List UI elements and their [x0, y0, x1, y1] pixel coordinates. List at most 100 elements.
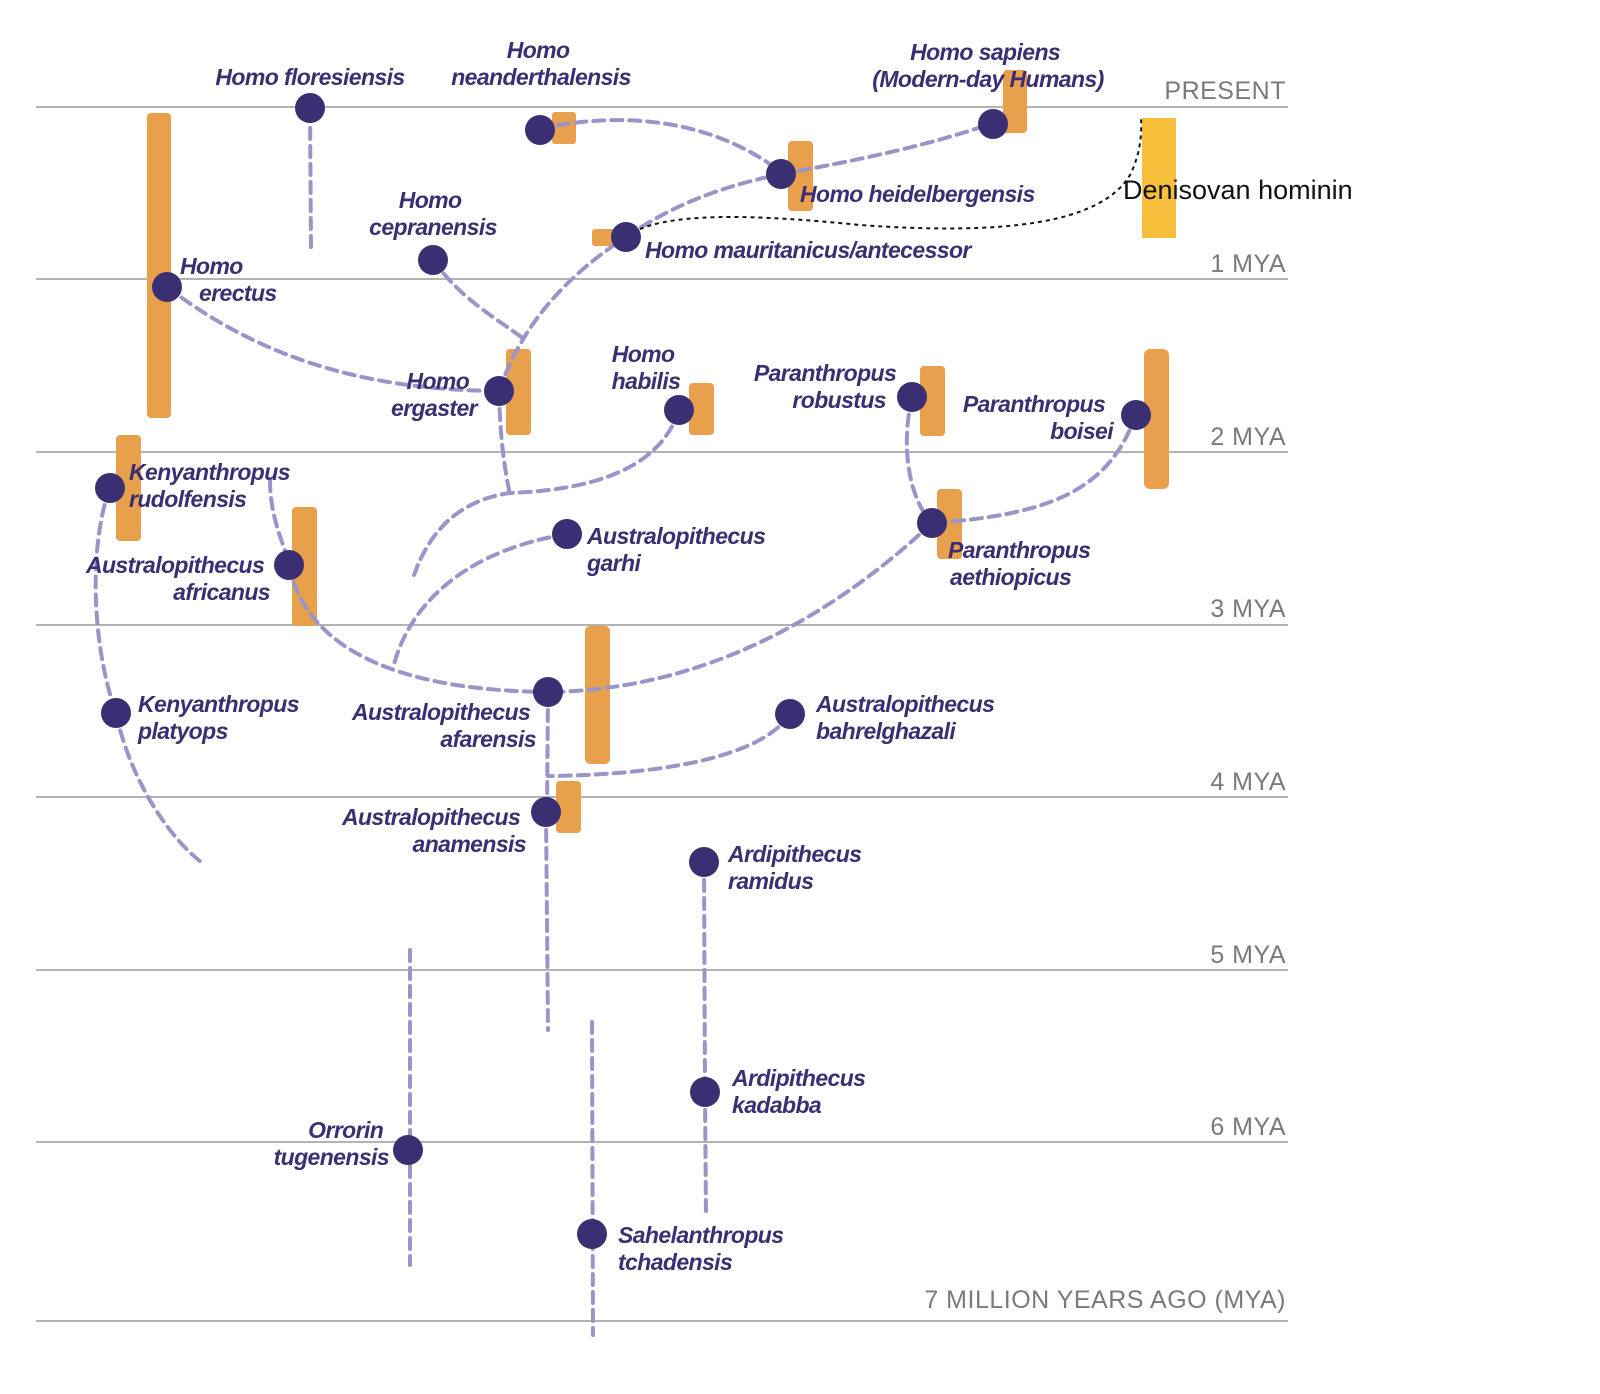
branch-tchadensis-stem: [590, 1020, 595, 1337]
label-afarensis-line-1: Australopithecus: [351, 699, 530, 725]
label-sapiens: Homo sapiens (Modern-day Humans): [872, 39, 1103, 92]
branch-neanderthalensis-heidelbergensis: [538, 118, 783, 174]
label-cepranensis: Homo cepranensis: [369, 187, 497, 240]
node-rudolfensis: [95, 473, 125, 503]
range-bar-heidelbergensis: [788, 141, 813, 211]
range-bar-africanus: [292, 507, 317, 626]
node-tugenensis: [393, 1135, 423, 1165]
branch-kadabba-down: [703, 1090, 708, 1217]
label-platyops: Kenyanthropus platyops: [137, 691, 305, 744]
label-ramidus-line-2: ramidus: [728, 868, 813, 894]
branch-anamensis-down: [544, 810, 550, 1032]
label-boisei-line-1: Paranthropus: [963, 391, 1105, 417]
label-platyops-line-1: Kenyanthropus: [138, 691, 299, 717]
branch-floresiensis-stem: [308, 108, 313, 250]
label-sapiens-line-1: Homo sapiens: [910, 39, 1060, 65]
label-garhi-line-1: Australopithecus: [586, 523, 765, 549]
label-anamensis: Australopithecus anamensis: [341, 804, 526, 857]
node-anamensis: [531, 797, 561, 827]
node-erectus: [152, 272, 182, 302]
denisovan-link-line: [625, 117, 1143, 238]
label-garhi-line-2: garhi: [586, 550, 641, 576]
node-heidelbergensis: [766, 159, 796, 189]
tick-label-4-mya: 4 MYA: [1210, 768, 1286, 796]
label-tchadensis: Sahelanthropus tchadensis: [618, 1222, 789, 1275]
label-erectus: Homo erectus: [180, 253, 277, 306]
species-nodes: [95, 93, 1151, 1249]
branch-heidelbergensis-sapiens: [779, 121, 995, 176]
range-bar-erectus: [147, 113, 171, 418]
label-rudolfensis-line-2: rudolfensis: [129, 486, 246, 512]
node-ergaster: [484, 376, 514, 406]
label-bahrelghazali-line-1: Australopithecus: [815, 691, 994, 717]
label-cepranensis-line-2: cepranensis: [369, 214, 497, 240]
label-anamensis-line-2: anamensis: [413, 831, 527, 857]
node-afarensis: [533, 677, 563, 707]
node-ramidus: [689, 847, 719, 877]
label-tugenensis: Orrorin tugenensis: [274, 1117, 389, 1170]
branch-cepranensis-ergaster: [431, 257, 527, 342]
label-tugenensis-line-2: tugenensis: [274, 1144, 389, 1170]
label-bahrelghazali-line-2: bahrelghazali: [816, 718, 956, 744]
label-kadabba: Ardipithecus kadabba: [731, 1065, 871, 1118]
label-neanderthalensis: Homo neanderthalensis: [451, 37, 631, 90]
label-rudolfensis: Kenyanthropus rudolfensis: [129, 459, 296, 512]
branch-rudolfensis-platyops: [93, 486, 118, 715]
label-floresiensis-line-1: Homo floresiensis: [215, 64, 404, 90]
label-mauritanicus-line-1: Homo mauritanicus/antecessor: [645, 237, 972, 263]
label-africanus-line-2: africanus: [173, 579, 270, 605]
range-bar-ergaster: [506, 349, 531, 435]
node-boisei: [1121, 400, 1151, 430]
label-ramidus: Ardipithecus ramidus: [727, 841, 867, 894]
node-africanus: [274, 550, 304, 580]
label-ergaster: Homo ergaster: [391, 368, 479, 421]
tick-label-6-mya: 6 MYA: [1210, 1113, 1286, 1141]
label-erectus-line-1: Homo: [180, 253, 243, 279]
tick-label-1-mya: 1 MYA: [1210, 250, 1286, 278]
label-robustus: Paranthropus robustus: [754, 360, 902, 413]
label-neanderthalensis-line-1: Homo: [507, 37, 570, 63]
branch-garhi-afarensis: [391, 532, 569, 670]
tick-label-2-mya: 2 MYA: [1210, 423, 1286, 451]
node-neanderthalensis: [525, 115, 555, 145]
branch-africanus-afarensis: [287, 563, 550, 694]
node-bahrelghazali: [775, 699, 805, 729]
label-kadabba-line-1: Ardipithecus: [731, 1065, 865, 1091]
label-sapiens-line-2: (Modern-day Humans): [872, 66, 1103, 92]
label-anamensis-line-1: Australopithecus: [341, 804, 520, 830]
denisovan-annotation: Denisovan hominin: [625, 117, 1353, 238]
label-ramidus-line-1: Ardipithecus: [727, 841, 861, 867]
branch-aethiopicus-afarensis: [546, 521, 934, 694]
branch-ergaster-mauritanicus: [497, 235, 628, 393]
node-kadabba: [690, 1077, 720, 1107]
label-floresiensis: Homo floresiensis: [215, 64, 404, 90]
tick-label-7-mya: 7 MILLION YEARS AGO (MYA): [924, 1286, 1286, 1314]
label-aethiopicus-line-1: Paranthropus: [948, 537, 1090, 563]
range-bar-aethiopicus: [937, 489, 962, 559]
label-tugenensis-line-1: Orrorin: [308, 1117, 384, 1143]
range-bar-robustus: [920, 366, 945, 436]
label-robustus-line-2: robustus: [792, 387, 886, 413]
branches: [93, 108, 1138, 1337]
label-afarensis-line-2: afarensis: [440, 726, 536, 752]
denisovan-label: Denisovan hominin: [1123, 175, 1353, 205]
label-aethiopicus: Paranthropus aethiopicus: [948, 537, 1096, 590]
label-boisei-line-2: boisei: [1050, 418, 1114, 444]
node-tchadensis: [577, 1219, 607, 1249]
label-neanderthalensis-line-2: neanderthalensis: [451, 64, 631, 90]
label-habilis: Homo habilis: [612, 341, 681, 394]
range-bar-rudolfensis: [116, 435, 141, 541]
range-bar-anamensis: [556, 781, 581, 833]
node-floresiensis: [295, 93, 325, 123]
range-bar-sapiens: [1003, 70, 1027, 133]
tick-label-present: PRESENT: [1164, 77, 1286, 105]
node-platyops: [101, 698, 131, 728]
label-boisei: Paranthropus boisei: [963, 391, 1114, 444]
species-labels: Homo floresiensis Homo neanderthalensis …: [85, 37, 1115, 1275]
denisovan-range-bar: [1142, 118, 1176, 238]
label-aethiopicus-line-2: aethiopicus: [950, 564, 1071, 590]
branch-boisei-aethiopicus: [930, 412, 1138, 525]
